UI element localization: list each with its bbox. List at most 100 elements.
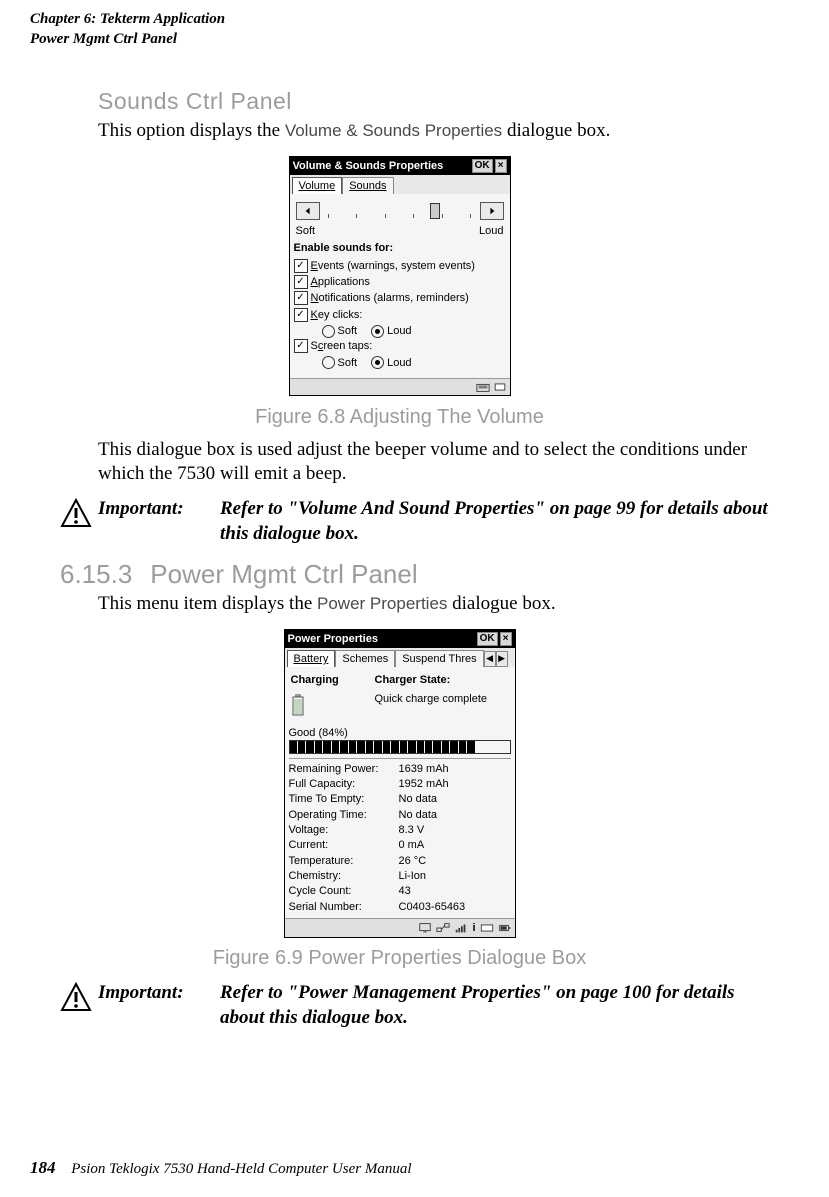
progress-segment xyxy=(315,741,322,753)
keyboard-icon-2[interactable] xyxy=(480,922,494,934)
progress-segment xyxy=(383,741,390,753)
tab-schemes-label: Schemes xyxy=(342,653,388,665)
tab-scroll-left[interactable]: ◀ xyxy=(484,651,496,667)
tab-suspend[interactable]: Suspend Thres xyxy=(395,650,483,667)
tab-suspend-label: Suspend Thres xyxy=(402,653,476,665)
signal-icon[interactable] xyxy=(454,922,468,934)
kv-row: Cycle Count:43 xyxy=(289,884,511,899)
progress-segment xyxy=(476,741,483,753)
figure-6-8-caption: Figure 6.8 Adjusting The Volume xyxy=(30,404,769,430)
kv-value: 26 °C xyxy=(399,854,427,868)
progress-segment xyxy=(340,741,347,753)
charging-status-row: Quick charge complete xyxy=(289,690,511,722)
kv-row: Serial Number:C0403-65463 xyxy=(289,899,511,914)
volume-slider[interactable] xyxy=(324,202,476,220)
important-text-1: Refer to "Volume And Sound Properties" o… xyxy=(220,497,769,546)
notifications-checkbox[interactable] xyxy=(294,291,308,305)
charger-state-value: Quick charge complete xyxy=(375,692,488,720)
progress-segment xyxy=(332,741,339,753)
progress-segment xyxy=(425,741,432,753)
power-intro-uiref: Power Properties xyxy=(317,594,447,613)
kv-row: Voltage:8.3 V xyxy=(289,823,511,838)
keyclicks-loud-radio[interactable] xyxy=(371,325,384,338)
kv-value: C0403-65463 xyxy=(399,900,466,914)
divider xyxy=(289,758,511,759)
battery-tray-icon[interactable] xyxy=(498,922,512,934)
page-header: Chapter 6: Tekterm Application Power Mgm… xyxy=(30,10,769,49)
progress-segment xyxy=(433,741,440,753)
kv-key: Remaining Power: xyxy=(289,762,399,776)
screentaps-label: Screen taps: xyxy=(311,339,373,353)
screentaps-loud-radio[interactable] xyxy=(371,356,384,369)
tab-schemes[interactable]: Schemes xyxy=(335,650,395,667)
sounds-ctrl-heading: Sounds Ctrl Panel xyxy=(98,87,769,117)
events-label: Events (warnings, system events) xyxy=(311,259,475,273)
progress-segment xyxy=(484,741,491,753)
progress-segment xyxy=(493,741,500,753)
progress-segment xyxy=(323,741,330,753)
close-button[interactable]: × xyxy=(495,159,507,173)
power-taskbar: i xyxy=(285,918,515,937)
keyclicks-soft-radio[interactable] xyxy=(322,325,335,338)
power-intro-suffix: dialogue box. xyxy=(447,593,555,614)
screentaps-soft-radio[interactable] xyxy=(322,356,335,369)
kv-key: Chemistry: xyxy=(289,869,399,883)
volume-dialog: Volume & Sounds Properties OK × Volume S… xyxy=(289,156,511,396)
tab-volume[interactable]: Volume xyxy=(292,177,343,194)
desktop-icon[interactable] xyxy=(418,922,432,934)
progress-segment xyxy=(450,741,457,753)
page-number: 184 xyxy=(30,1158,56,1177)
power-title: Power Properties xyxy=(288,632,475,646)
power-ok-button[interactable]: OK xyxy=(477,632,498,646)
kv-key: Current: xyxy=(289,838,399,852)
applications-checkbox[interactable] xyxy=(294,275,308,289)
info-icon[interactable]: i xyxy=(472,921,475,935)
progress-segment xyxy=(459,741,466,753)
warning-icon-2 xyxy=(60,981,92,1013)
important-text-2: Refer to "Power Management Properties" o… xyxy=(220,981,769,1030)
volume-slider-labels: Soft Loud xyxy=(294,224,506,238)
footer-text: Psion Teklogix 7530 Hand-Held Computer U… xyxy=(71,1161,411,1177)
power-heading-text: Power Mgmt Ctrl Panel xyxy=(150,558,417,592)
power-body: Charging Charger State: Quick charge com… xyxy=(285,667,515,918)
important-label-2: Important: xyxy=(98,981,208,1030)
keyclicks-checkbox[interactable] xyxy=(294,308,308,322)
kv-row: Full Capacity:1952 mAh xyxy=(289,777,511,792)
enable-sounds-heading: Enable sounds for: xyxy=(294,238,506,257)
charger-state-label: Charger State: xyxy=(375,673,451,687)
sip-icon[interactable] xyxy=(493,381,507,393)
screentaps-checkbox[interactable] xyxy=(294,339,308,353)
network-icon[interactable] xyxy=(436,922,450,934)
ok-button[interactable]: OK xyxy=(472,159,493,173)
important-note-1: Important: Refer to "Volume And Sound Pr… xyxy=(60,497,769,546)
screentaps-soft-label: Soft xyxy=(338,356,358,370)
tab-battery[interactable]: Battery xyxy=(287,650,336,667)
sounds-intro-prefix: This option displays the xyxy=(98,120,285,141)
progress-segment xyxy=(290,741,297,753)
volume-taskbar xyxy=(290,378,510,395)
progress-segment xyxy=(306,741,313,753)
important-note-2: Important: Refer to "Power Management Pr… xyxy=(60,981,769,1030)
kv-value: 0 mA xyxy=(399,838,425,852)
kv-value: 43 xyxy=(399,884,411,898)
power-close-button[interactable]: × xyxy=(500,632,512,646)
kv-key: Voltage: xyxy=(289,823,399,837)
events-checkbox[interactable] xyxy=(294,259,308,273)
volume-decrease-button[interactable] xyxy=(296,202,320,220)
tab-sounds-label: Sounds xyxy=(349,180,386,192)
volume-increase-button[interactable] xyxy=(480,202,504,220)
applications-check-row: Applications xyxy=(294,274,506,290)
battery-progressbar xyxy=(289,740,511,754)
volume-slider-thumb[interactable] xyxy=(430,203,440,219)
kv-key: Temperature: xyxy=(289,854,399,868)
sounds-intro-uiref: Volume & Sounds Properties xyxy=(285,121,502,140)
notifications-label: Notifications (alarms, reminders) xyxy=(311,291,469,305)
screentaps-check-row: Screen taps: xyxy=(294,338,506,354)
battery-icon xyxy=(291,694,305,716)
kv-value: 1952 mAh xyxy=(399,777,449,791)
power-titlebar: Power Properties OK × xyxy=(285,630,515,648)
header-section: Power Mgmt Ctrl Panel xyxy=(30,30,769,50)
keyboard-icon[interactable] xyxy=(476,381,490,393)
tab-sounds[interactable]: Sounds xyxy=(342,177,393,194)
tab-scroll-right[interactable]: ▶ xyxy=(496,651,508,667)
